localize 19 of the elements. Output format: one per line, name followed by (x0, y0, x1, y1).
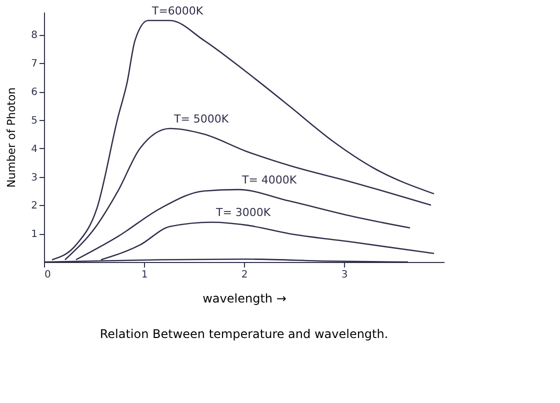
series-label: T= 4000K (241, 174, 298, 187)
y-tick-label: 5 (31, 115, 38, 126)
x-tick-label: 3 (341, 270, 348, 280)
x-tick-label: 1 (141, 270, 148, 280)
series-label: T= 3000K (215, 206, 272, 220)
series-label: T=6000K (151, 4, 204, 18)
y-tick-label: 2 (31, 200, 38, 212)
y-tick-label: 7 (31, 58, 38, 70)
y-tick-label: 4 (31, 144, 38, 155)
x-tick-label: 2 (241, 270, 248, 280)
x-tick-label: 0 (44, 270, 51, 280)
y-tick-label: 1 (31, 229, 38, 240)
y-tick-label: 8 (31, 30, 38, 42)
x-axis-title: wavelength → (202, 292, 286, 306)
y-tick-label: 3 (31, 172, 38, 184)
series-label: T= 5000K (173, 112, 230, 126)
text: Relation Between temperature and wavelength. (100, 327, 388, 341)
y-axis-title: Number of Photon (5, 87, 18, 188)
y-tick-label: 6 (31, 87, 38, 98)
